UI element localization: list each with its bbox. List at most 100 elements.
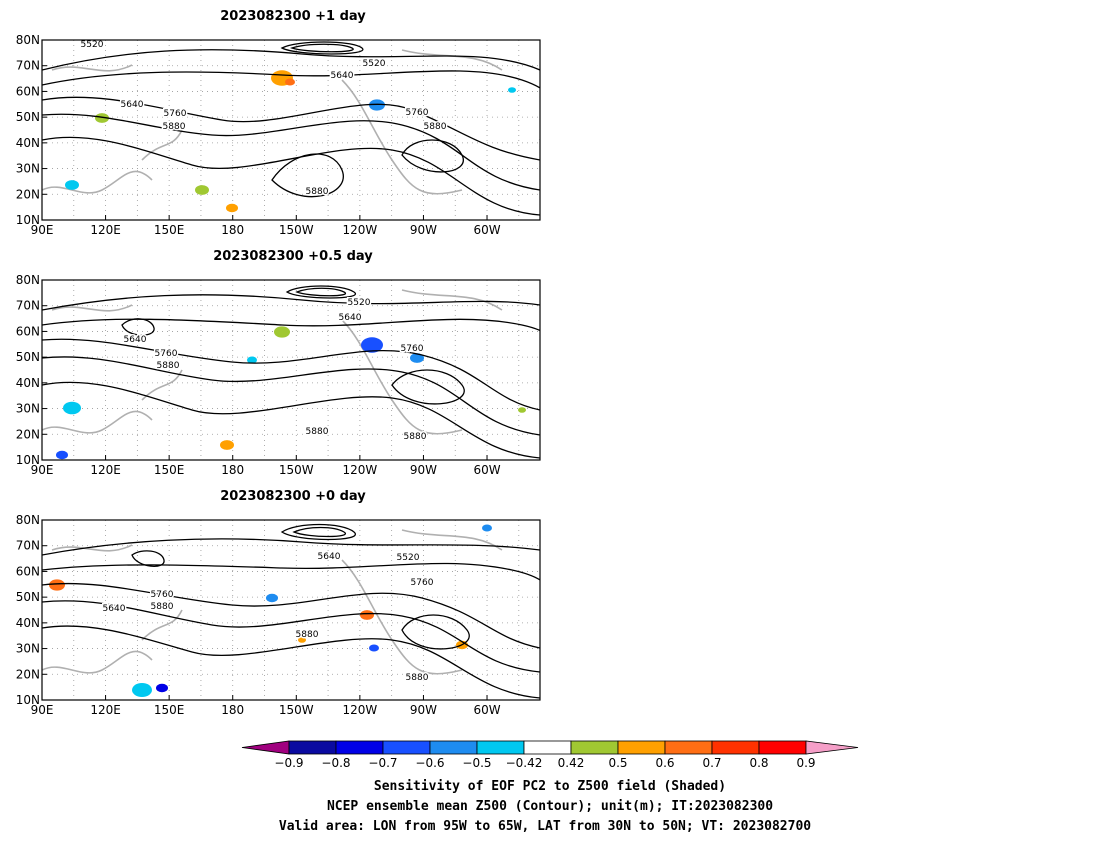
plot-frame <box>41 39 541 221</box>
x-tick-label: 150W <box>279 463 314 477</box>
contour-label: 5760 <box>164 109 187 119</box>
sensitivity-shading <box>410 353 424 363</box>
contour-label: 5760 <box>411 578 434 588</box>
contour-label: 5640 <box>331 71 354 81</box>
y-tick-label: 50N <box>16 590 40 604</box>
z500-contour <box>42 582 540 649</box>
contour-label: 5880 <box>406 673 429 683</box>
coastline <box>341 319 463 435</box>
x-tick-label: 150E <box>154 463 185 477</box>
sensitivity-shading <box>369 99 385 111</box>
x-tick-label: 90E <box>31 703 54 717</box>
sensitivity-shading <box>220 440 234 450</box>
contour-label: 5520 <box>348 298 371 308</box>
x-tick-label: 120E <box>90 223 121 237</box>
z500-contour <box>42 381 540 459</box>
caption-line1: Sensitivity of EOF PC2 to Z500 field (Sh… <box>374 779 726 794</box>
plot-area: 5520 5520 5640 5640 5760 5760 5880 5880 5880 <box>42 40 540 220</box>
contour-label: 5640 <box>124 335 147 345</box>
z500-contour <box>285 285 357 299</box>
y-tick-label: 50N <box>16 350 40 364</box>
sensitivity-shading <box>369 644 379 652</box>
coastline <box>141 369 183 401</box>
contour-label: 5640 <box>103 604 126 614</box>
y-tick-label: 10N <box>16 453 40 467</box>
y-tick-label: 30N <box>16 642 40 656</box>
sensitivity-shading <box>360 610 374 620</box>
z500-contour <box>271 153 344 198</box>
sensitivity-shading <box>65 180 79 190</box>
coastline <box>401 529 503 551</box>
colorbar-extend-low <box>241 740 290 755</box>
sensitivity-shading <box>95 113 109 123</box>
colorbar-bin <box>288 740 337 755</box>
sensitivity-shading <box>247 356 257 364</box>
z500-contour <box>42 318 540 390</box>
caption-line3: Valid area: LON from 95W to 65W, LAT fro… <box>279 819 811 834</box>
colorbar-bin <box>523 740 572 755</box>
sensitivity-shading <box>274 326 290 338</box>
sensitivity-shading <box>132 683 152 697</box>
map-layer: 5520 5640 5640 5760 5760 5880 5880 5880 <box>42 280 540 460</box>
colorbar-bin <box>335 740 384 755</box>
caption-line2: NCEP ensemble mean Z500 (Contour); unit(… <box>327 799 773 814</box>
colorbar-tick-label: −0.5 <box>462 756 491 770</box>
colorbar-bin <box>382 740 431 755</box>
y-tick-label: 10N <box>16 693 40 707</box>
sensitivity-shading <box>195 185 209 195</box>
sensitivity-shading <box>226 203 238 213</box>
x-tick-label: 120E <box>90 703 121 717</box>
x-tick-label: 90E <box>31 223 54 237</box>
contour-label: 5640 <box>121 100 144 110</box>
plot-frame <box>41 519 541 701</box>
contour-label: 5640 <box>339 313 362 323</box>
sensitivity-shading <box>361 337 383 353</box>
z500-contour <box>401 139 464 173</box>
plot-frame <box>41 279 541 461</box>
colorbar-tick-label: −0.7 <box>368 756 397 770</box>
z500-contour <box>42 600 540 673</box>
x-tick-label: 90W <box>410 463 437 477</box>
y-tick-label: 70N <box>16 299 40 313</box>
colorbar-tick-label: 0.9 <box>796 756 815 770</box>
sensitivity-shading <box>285 78 295 86</box>
contour-label: 5880 <box>296 630 319 640</box>
x-tick-label: 150W <box>279 223 314 237</box>
x-tick-label: 180 <box>221 223 244 237</box>
colorbar-tick-label: 0.5 <box>608 756 627 770</box>
x-tick-label: 90W <box>410 223 437 237</box>
z500-contour <box>42 113 540 191</box>
y-tick-label: 20N <box>16 667 40 681</box>
colorbar-tick-label: −0.42 <box>506 756 543 770</box>
y-tick-label: 10N <box>16 213 40 227</box>
x-tick-label: 120W <box>342 463 377 477</box>
contour-label: 5880 <box>424 122 447 132</box>
sensitivity-shading <box>508 87 516 93</box>
y-tick-label: 30N <box>16 402 40 416</box>
x-tick-label: 150E <box>154 703 185 717</box>
coastline <box>341 559 463 675</box>
z500-contour <box>121 318 155 336</box>
panel-title: 2023082300 +0.5 day <box>213 249 373 264</box>
y-tick-label: 20N <box>16 427 40 441</box>
sensitivity-shading <box>63 401 81 415</box>
coastline <box>51 304 133 312</box>
colorbar-tick-label: −0.9 <box>274 756 303 770</box>
contour-label: 5880 <box>404 432 427 442</box>
sensitivity-shading <box>266 593 278 603</box>
contour-label: 5640 <box>318 552 341 562</box>
contour-label: 5880 <box>163 122 186 132</box>
coastline <box>42 170 153 194</box>
contour-label: 5880 <box>151 602 174 612</box>
y-tick-label: 30N <box>16 162 40 176</box>
colorbar-bin <box>664 740 713 755</box>
panel-plus0.5day: 2023082300 +0.5 day 5520 5640 5640 5760 5760… <box>16 249 541 477</box>
x-tick-label: 90E <box>31 463 54 477</box>
contour-label: 5520 <box>397 553 420 563</box>
sensitivity-shading <box>518 407 526 413</box>
colorbar-bin <box>758 740 807 755</box>
colorbar-extend-high <box>805 740 859 755</box>
y-tick-label: 70N <box>16 59 40 73</box>
x-tick-label: 60W <box>473 463 500 477</box>
